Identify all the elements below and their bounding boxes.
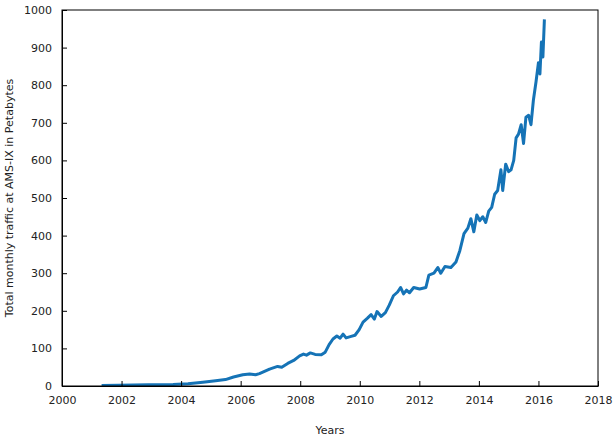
x-tick: 2008 <box>287 381 315 407</box>
y-axis: 0 100 200 300 400 500 600 700 800 900 1000 <box>24 4 67 393</box>
y-tick-label: 600 <box>31 154 52 167</box>
x-tick-label: 2002 <box>108 394 136 407</box>
x-axis: 2000 2002 2004 2006 2008 2010 2012 2014 2016 2018 <box>49 381 613 407</box>
y-tick-label: 300 <box>31 267 52 280</box>
chart: 2000200220042006200820102012201420162018… <box>0 0 614 448</box>
x-tick-label: 2004 <box>168 394 196 407</box>
y-tick-mark <box>62 48 67 49</box>
y-tick-mark <box>62 236 67 237</box>
x-tick-mark <box>241 381 242 386</box>
x-tick-mark <box>538 381 539 386</box>
x-tick-mark <box>181 381 182 386</box>
x-tick: 2018 <box>585 381 613 407</box>
x-axis-title: Years <box>314 424 344 437</box>
y-tick: 0 <box>45 380 67 393</box>
y-tick-mark <box>62 10 67 11</box>
y-axis-title: Total monthly traffic at AMS-IX in Petab… <box>3 79 16 319</box>
y-tick-mark <box>62 273 67 274</box>
y-tick: 300 <box>31 267 67 280</box>
x-axis-line <box>63 386 599 387</box>
x-tick: 2014 <box>465 381 493 407</box>
y-tick: 600 <box>31 154 67 167</box>
y-tick: 500 <box>31 192 67 205</box>
y-tick-label: 1000 <box>24 4 52 17</box>
x-tick: 2004 <box>168 381 196 407</box>
y-tick-mark <box>62 123 67 124</box>
y-tick-label: 900 <box>31 42 52 55</box>
y-tick: 100 <box>31 342 67 355</box>
y-tick-label: 100 <box>31 342 52 355</box>
x-tick: 2002 <box>108 381 136 407</box>
plot-area: 2000200220042006200820102012201420162018… <box>24 4 613 407</box>
x-tick: 2016 <box>525 381 553 407</box>
x-tick-label: 2000 <box>49 394 77 407</box>
x-tick-mark <box>479 381 480 386</box>
y-tick-mark <box>62 85 67 86</box>
x-tick-label: 2010 <box>346 394 374 407</box>
y-tick-label: 800 <box>31 79 52 92</box>
y-tick-label: 500 <box>31 192 52 205</box>
y-tick: 400 <box>31 230 67 243</box>
x-tick-label: 2008 <box>287 394 315 407</box>
y-tick-mark <box>62 311 67 312</box>
x-tick-label: 2016 <box>525 394 553 407</box>
y-tick-label: 700 <box>31 117 52 130</box>
y-tick-label: 0 <box>45 380 52 393</box>
y-tick: 1000 <box>24 4 67 17</box>
series-group <box>102 19 545 385</box>
x-tick-mark <box>122 381 123 386</box>
x-tick: 2010 <box>346 381 374 407</box>
y-tick: 200 <box>31 305 67 318</box>
y-tick-mark <box>62 198 67 199</box>
x-tick-mark <box>598 381 599 386</box>
y-tick: 900 <box>31 42 67 55</box>
y-tick: 800 <box>31 79 67 92</box>
x-tick-label: 2014 <box>465 394 493 407</box>
x-tick: 2012 <box>406 381 434 407</box>
x-tick-mark <box>300 381 301 386</box>
x-tick-label: 2018 <box>585 394 613 407</box>
traffic-line <box>102 19 545 385</box>
y-tick-mark <box>62 348 67 349</box>
y-tick-mark <box>62 160 67 161</box>
y-tick: 700 <box>31 117 67 130</box>
x-tick-label: 2006 <box>227 394 255 407</box>
x-tick-mark <box>360 381 361 386</box>
x-tick-mark <box>419 381 420 386</box>
y-tick-label: 400 <box>31 230 52 243</box>
y-tick-label: 200 <box>31 305 52 318</box>
x-tick: 2006 <box>227 381 255 407</box>
y-tick-mark <box>62 386 67 387</box>
x-tick-label: 2012 <box>406 394 434 407</box>
plot-frame <box>62 10 598 386</box>
